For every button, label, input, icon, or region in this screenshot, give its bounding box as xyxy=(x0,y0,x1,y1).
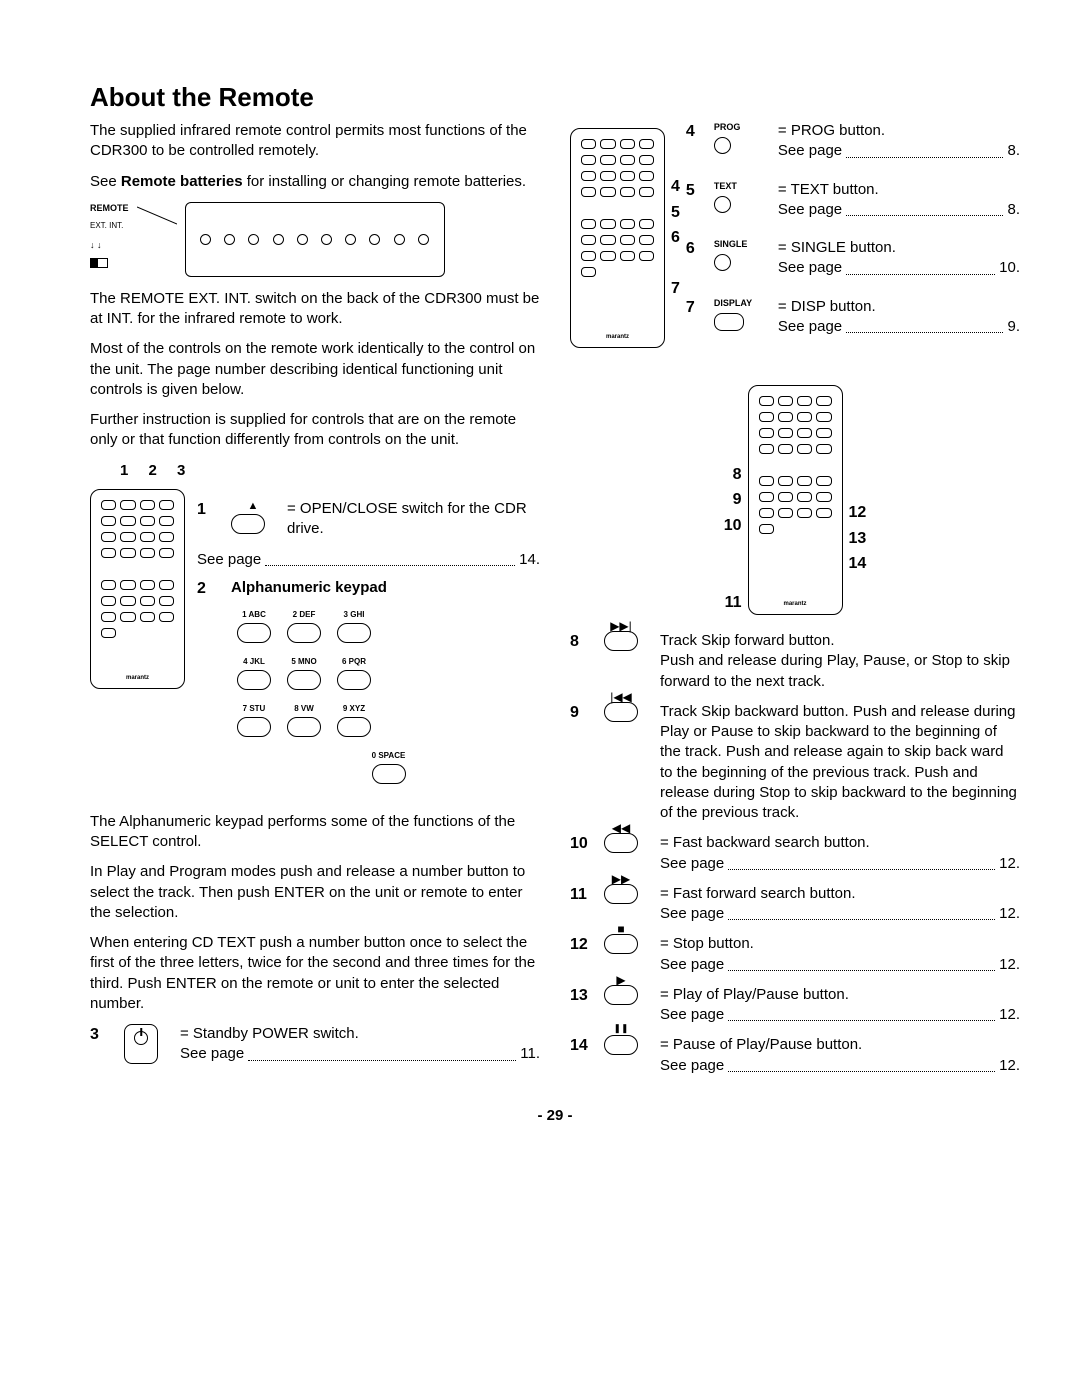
alphanumeric-keypad-figure: 1 ABC 2 DEF 3 GHI 4 JKL 5 MNO 6 PQR 7 ST… xyxy=(237,610,540,790)
right-column: marantz 4 5 6 7 4 PROG = PROG button. Se… xyxy=(570,121,1020,1086)
item-2-title: Alphanumeric keypad xyxy=(231,578,540,598)
rear-panel-figure: REMOTE EXT. INT. ↓ ↓ xyxy=(90,202,540,277)
callout-numbers-12-14: 12 13 14 xyxy=(849,425,867,575)
left-column: The supplied infrared remote control per… xyxy=(90,121,540,1086)
ext-int-paragraph: The REMOTE EXT. INT. switch on the back … xyxy=(90,289,540,330)
stop-icon: ■ xyxy=(604,934,648,960)
callout-2: 2 xyxy=(197,578,219,600)
ext-int-switch-icon xyxy=(90,258,108,268)
callout-numbers-8-11: 8 9 10 11 xyxy=(724,387,742,613)
fast-forward-icon: ▶▶ xyxy=(604,884,648,910)
intro-paragraph-2: See Remote batteries for installing or c… xyxy=(90,172,540,192)
pause-icon: ❚❚ xyxy=(604,1035,648,1061)
keypad-paragraph-3: When entering CD TEXT push a number butt… xyxy=(90,933,540,1014)
display-icon: DISPLAY xyxy=(714,297,768,337)
further-instruction-paragraph: Further instruction is supplied for cont… xyxy=(90,410,540,451)
figure-callouts-8-14: 8 9 10 11 marantz xyxy=(570,385,1020,615)
remote-figure-3: marantz xyxy=(748,385,843,615)
play-icon: ▶ xyxy=(604,985,648,1011)
callout-1: 1 xyxy=(197,499,219,521)
item-9-desc: Track Skip backward button. Push and rel… xyxy=(660,702,1020,824)
item-8-desc: Track Skip forward button. Push and rele… xyxy=(660,631,1020,692)
text-icon: TEXT xyxy=(714,180,768,219)
page-title: About the Remote xyxy=(90,80,1020,115)
figure-callouts-4-7: marantz 4 5 6 7 4 PROG = PROG button. Se… xyxy=(570,121,1020,355)
keypad-paragraph-2: In Play and Program modes push and relea… xyxy=(90,862,540,923)
prog-icon: PROG xyxy=(714,121,768,160)
single-icon: SINGLE xyxy=(714,238,768,277)
cdr300-rear-panel xyxy=(185,202,445,277)
open-close-icon: ▲ xyxy=(231,499,275,540)
fast-backward-icon: ◀◀ xyxy=(604,833,648,859)
figure-callouts-1-2-3: 1 2 3 marantz xyxy=(90,461,540,798)
callout-3: 3 xyxy=(90,1024,112,1046)
item-3-block: = Standby POWER switch. See page 11. xyxy=(180,1024,540,1065)
skip-forward-icon: ▶▶| xyxy=(604,631,648,657)
remote-ext-int-label: EXT. INT. xyxy=(90,221,123,230)
item-1-desc: = OPEN/CLOSE switch for the CDR drive. xyxy=(287,499,540,540)
identical-controls-paragraph: Most of the controls on the remote work … xyxy=(90,339,540,400)
remote-figure-1: marantz xyxy=(90,489,185,689)
skip-backward-icon: |◀◀ xyxy=(604,702,648,728)
callout-numbers-4-7-left: 4 5 6 7 xyxy=(671,176,680,300)
page-number: - 29 - xyxy=(90,1106,1020,1126)
remote-label: REMOTE xyxy=(90,202,129,214)
intro-paragraph-1: The supplied infrared remote control per… xyxy=(90,121,540,162)
keypad-paragraph-1: The Alphanumeric keypad performs some of… xyxy=(90,812,540,853)
remote-figure-2: marantz xyxy=(570,128,665,348)
power-icon xyxy=(124,1024,168,1070)
leader-line-icon xyxy=(137,202,177,232)
